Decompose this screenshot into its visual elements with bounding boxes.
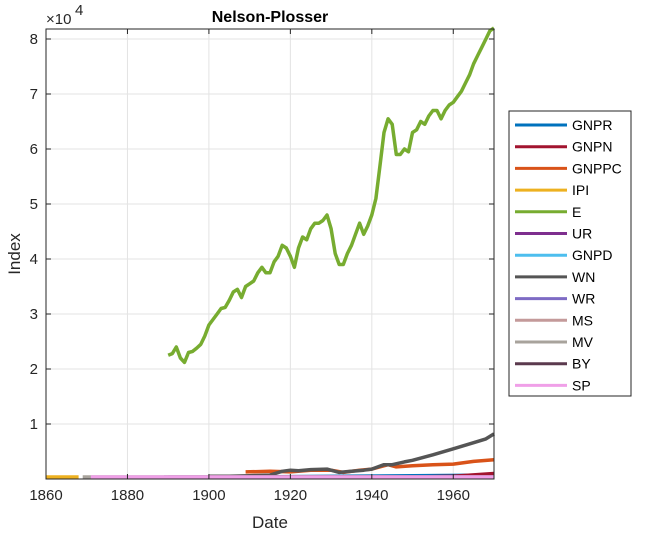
legend-box (508, 110, 632, 397)
legend-item-by: BY (515, 356, 591, 372)
y-tick-label: 7 (30, 86, 38, 103)
plot-series (46, 26, 495, 479)
grid-lines (46, 29, 494, 479)
axes-box (45, 28, 495, 480)
legend-item-gnpn: GNPN (515, 139, 612, 155)
legend-label: IPI (572, 182, 589, 198)
y-tick-label: 6 (30, 141, 38, 158)
legend: GNPR GNPN GNPPC IPI E UR GNPD WN WR MS MV BY SP (508, 110, 632, 397)
series-e (167, 26, 495, 365)
y-exponent-label: ×104 (46, 2, 83, 28)
legend-label: GNPD (572, 247, 612, 263)
x-tick-label: 1860 (29, 487, 62, 504)
y-axis-label: Index (5, 233, 24, 275)
legend-label: UR (572, 226, 592, 242)
legend-label: BY (572, 356, 591, 372)
legend-label: MV (572, 334, 594, 350)
x-tick-label: 1900 (192, 487, 225, 504)
legend-item-ms: MS (515, 312, 593, 328)
legend-label: GNPR (572, 117, 612, 133)
y-tick-label: 3 (30, 306, 38, 323)
legend-label: GNPPC (572, 160, 622, 176)
x-tick-label: 1880 (111, 487, 144, 504)
legend-label: WN (572, 269, 595, 285)
chart-title: Nelson-Plosser (212, 9, 328, 26)
legend-item-gnpd: GNPD (515, 247, 612, 263)
svg-text:×10: ×10 (46, 11, 71, 28)
y-tick-label: 4 (30, 251, 38, 268)
legend-item-e: E (515, 204, 581, 220)
legend-item-ipi: IPI (515, 182, 589, 198)
x-tick-label: 1960 (437, 487, 470, 504)
x-tick-label: 1920 (274, 487, 307, 504)
x-tick-label: 1940 (355, 487, 388, 504)
axis-ticks: 1860 1880 1900 1920 1940 1960 1 2 3 4 5 6 7 8 (29, 29, 494, 504)
legend-label: SP (572, 377, 591, 393)
legend-label: WR (572, 291, 595, 307)
legend-item-wn: WN (515, 269, 595, 285)
legend-label: MS (572, 312, 593, 328)
legend-item-ur: UR (515, 226, 592, 242)
legend-label: E (572, 204, 581, 220)
y-tick-label: 5 (30, 196, 38, 213)
legend-item-wr: WR (515, 291, 595, 307)
legend-label: GNPN (572, 139, 612, 155)
x-axis-label: Date (252, 513, 288, 532)
y-tick-label: 2 (30, 361, 38, 378)
legend-item-gnppc: GNPPC (515, 160, 622, 176)
legend-item-gnpr: GNPR (515, 117, 612, 133)
series-wn (208, 432, 495, 479)
legend-item-sp: SP (515, 377, 591, 393)
y-tick-label: 8 (30, 31, 38, 48)
legend-item-mv: MV (515, 334, 594, 350)
svg-text:4: 4 (75, 2, 83, 19)
y-tick-label: 1 (30, 416, 38, 433)
